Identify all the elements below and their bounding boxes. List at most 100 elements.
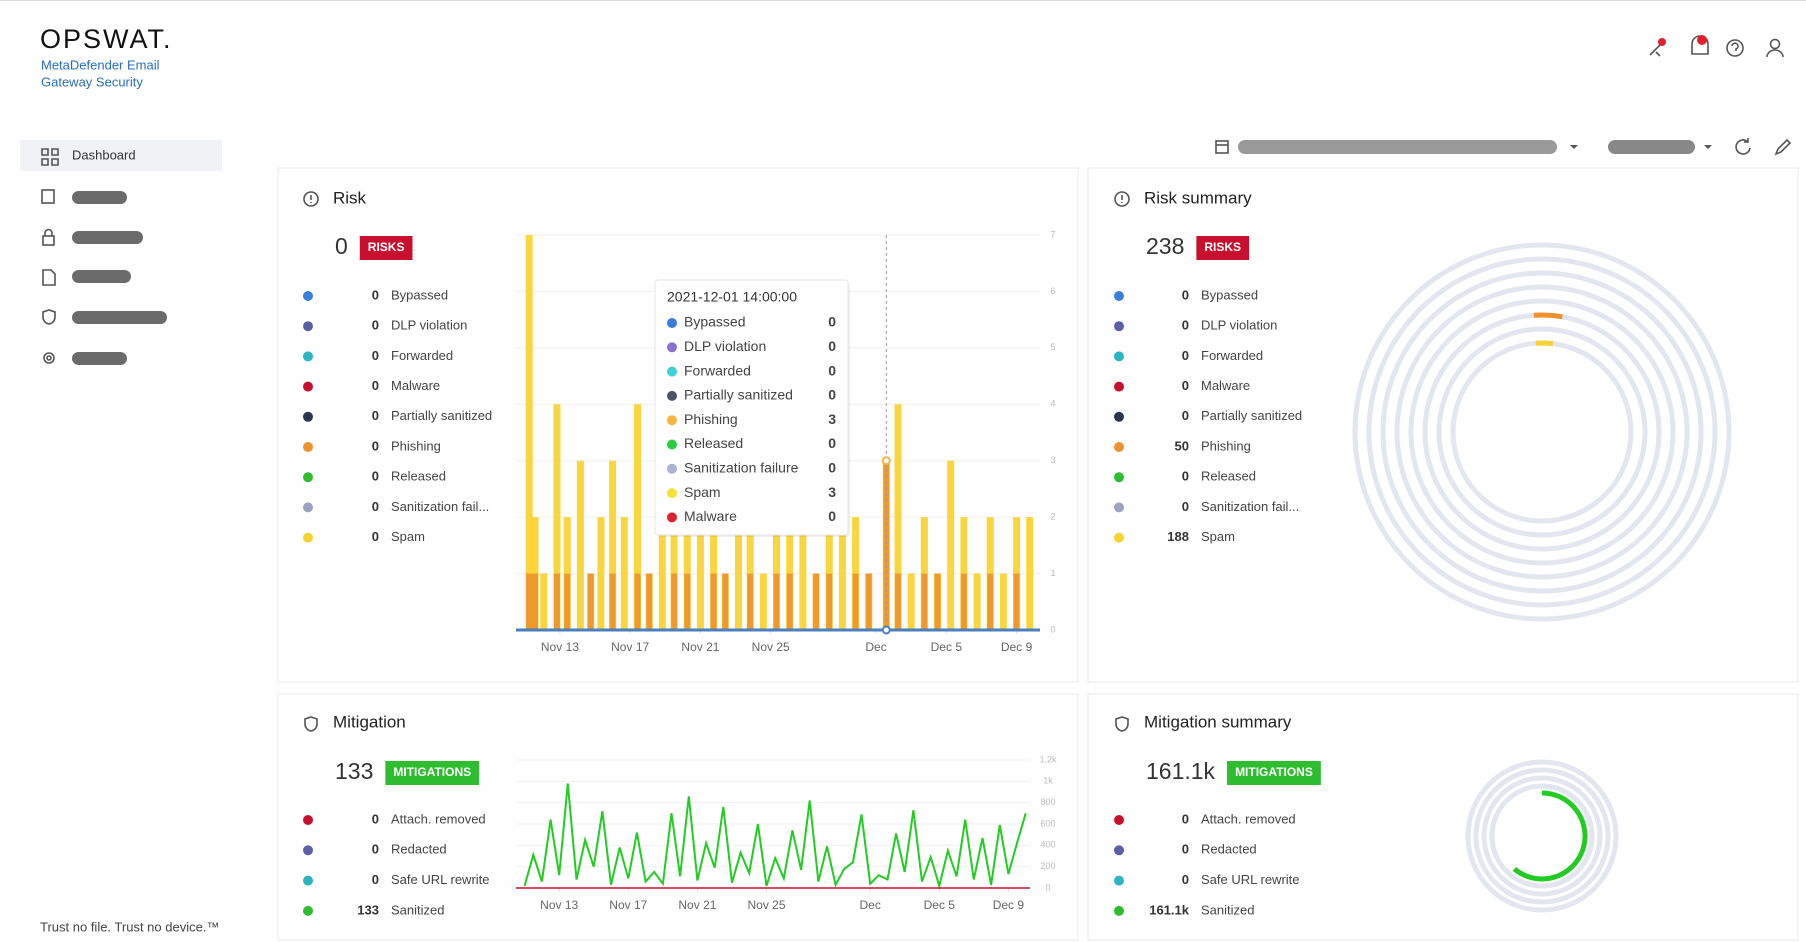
interval-picker[interactable] — [1608, 140, 1712, 154]
hover-marker — [881, 625, 891, 635]
legend-dot — [303, 875, 313, 886]
bar — [532, 573, 539, 630]
bar — [907, 573, 915, 630]
badge-label: MITIGATIONS — [1235, 765, 1313, 779]
nav-icon — [41, 148, 59, 166]
legend-label: Spam — [391, 529, 425, 544]
legend-value: 0 — [372, 529, 379, 544]
bar — [759, 573, 767, 630]
logo: OPSWAT. — [40, 24, 173, 54]
tooltip-time: 2021-12-01 14:00:00 — [667, 289, 797, 305]
tooltip-value: 0 — [828, 508, 836, 524]
panel-title: Mitigation summary — [1144, 712, 1292, 731]
bar — [734, 517, 742, 630]
bar — [696, 517, 704, 630]
date-range-picker[interactable] — [1215, 140, 1578, 154]
tooltip-value: 0 — [828, 460, 836, 476]
legend-dot — [303, 815, 313, 825]
panel-title: Mitigation — [333, 712, 406, 731]
legend-value: 0 — [1182, 842, 1189, 857]
nav-item[interactable] — [42, 228, 143, 246]
bar — [540, 573, 548, 630]
y-tick-label: 6 — [1050, 286, 1055, 296]
tooltip-value: 0 — [828, 435, 836, 451]
top-icons — [1649, 35, 1784, 58]
legend-dot — [303, 442, 313, 452]
x-tick-label: Nov 21 — [681, 640, 719, 654]
legend-label: Safe URL rewrite — [391, 872, 490, 887]
tooltip-dot — [667, 342, 677, 353]
legend-value: 0 — [372, 287, 379, 302]
legend-label: Malware — [391, 378, 440, 393]
x-tick-label: Nov 21 — [678, 898, 716, 912]
ring — [1408, 298, 1676, 566]
content: Risk 0 RISKS 0 Bypassed 0 DLP violation 0 Forwar… — [303, 188, 1732, 917]
legend-value: 0 — [372, 438, 379, 453]
nav-item[interactable] — [42, 309, 167, 325]
x-tick-label: Dec 5 — [924, 898, 956, 912]
bar — [799, 517, 807, 630]
legend-dot — [1114, 875, 1124, 886]
refresh-button[interactable] — [1735, 138, 1751, 155]
nav-item[interactable] — [42, 269, 131, 286]
ring — [1465, 759, 1619, 913]
total: 133 — [335, 758, 373, 784]
legend-value: 0 — [372, 408, 379, 423]
notifications-icon[interactable] — [1691, 35, 1709, 55]
ring — [1394, 284, 1690, 580]
bar — [553, 573, 560, 630]
bar — [658, 517, 666, 630]
tooltip-dot — [667, 463, 677, 474]
bar — [609, 573, 616, 630]
tooltip-dot — [667, 366, 677, 377]
legend-label: Safe URL rewrite — [1201, 872, 1300, 887]
legend-value: 0 — [372, 842, 379, 857]
nav-item[interactable] — [41, 189, 127, 204]
legend-dot — [303, 351, 313, 362]
tooltip-label: Malware — [684, 508, 737, 524]
top-border — [0, 0, 1806, 1]
legend-label: Partially sanitized — [1201, 408, 1302, 423]
legend-label: Attach. removed — [391, 811, 486, 826]
legend-dot — [1114, 815, 1124, 825]
nav-item[interactable] — [43, 352, 127, 365]
mitigation-panel — [277, 693, 1079, 941]
ring-arc — [1535, 340, 1554, 347]
legend-value: 50 — [1175, 438, 1189, 453]
legend-label: Forwarded — [1201, 348, 1263, 363]
badge-label: RISKS — [1204, 240, 1241, 254]
line — [523, 783, 1027, 890]
tooltip-label: Phishing — [684, 411, 738, 427]
risk-summary-panel — [1087, 167, 1799, 683]
user-icon[interactable] — [1766, 38, 1784, 58]
legend-value: 0 — [1182, 811, 1189, 826]
bar — [671, 573, 678, 630]
tooltip-label: Bypassed — [684, 314, 745, 330]
bar — [526, 573, 533, 630]
mitigation-icon — [304, 716, 318, 732]
ring — [1380, 270, 1704, 594]
legend-label: Released — [1201, 469, 1256, 484]
tooltip-dot — [667, 439, 677, 450]
help-icon[interactable] — [1726, 39, 1744, 57]
bar — [786, 460, 794, 630]
legend-dot — [1114, 411, 1124, 422]
legend-dot — [1114, 321, 1124, 332]
x-tick-label: Nov 25 — [748, 898, 786, 912]
x-tick-label: Nov 13 — [541, 640, 579, 654]
nav-dashboard[interactable]: Dashboard — [20, 140, 222, 171]
legend-dot — [303, 381, 313, 392]
badge-label: RISKS — [368, 240, 405, 254]
legend-dot — [1114, 845, 1124, 856]
ring-arc — [1512, 790, 1588, 882]
legend-value: 0 — [1182, 287, 1189, 302]
edit-button[interactable] — [1774, 138, 1792, 156]
bar — [960, 573, 967, 630]
bar — [564, 573, 571, 630]
tooltip-value: 0 — [828, 314, 836, 330]
y-tick-label: 1 — [1050, 568, 1055, 578]
legend-value: 188 — [1167, 529, 1189, 544]
bar — [934, 573, 941, 630]
tools-icon[interactable] — [1649, 38, 1666, 57]
